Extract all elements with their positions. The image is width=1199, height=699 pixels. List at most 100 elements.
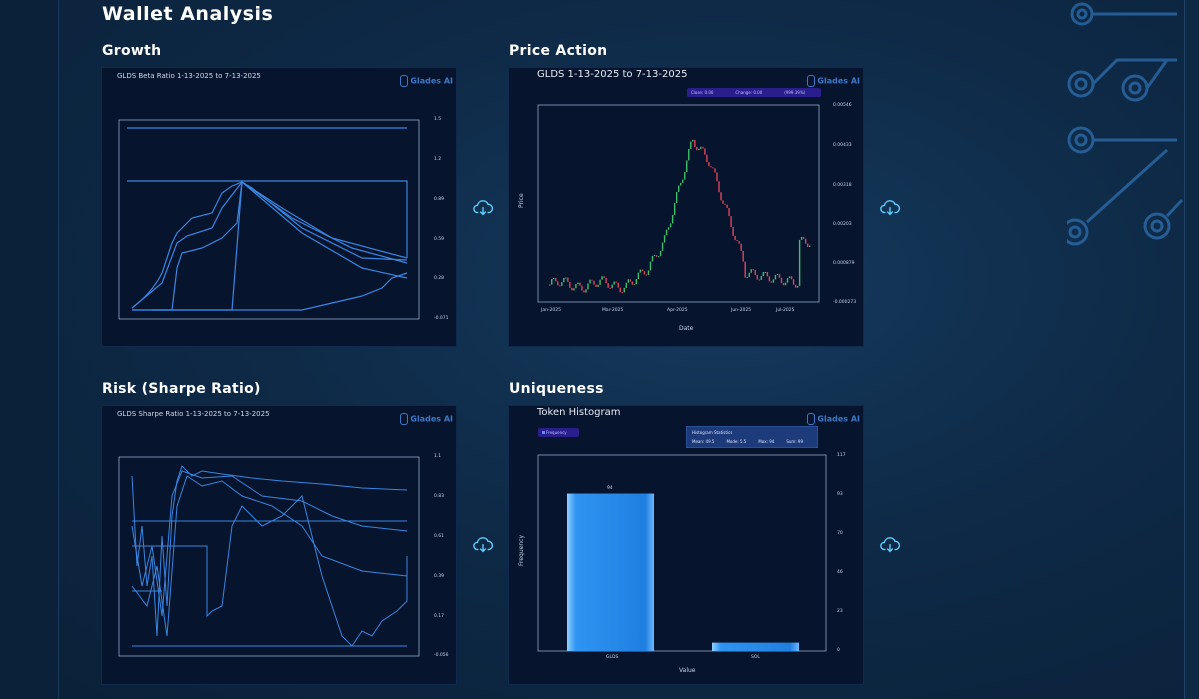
stat-mean: Mean: 49.5 [692,439,715,444]
candle [762,272,765,277]
candle [581,285,583,291]
candle [573,288,575,291]
candle [663,235,666,243]
candle [571,287,573,291]
candle [684,172,686,180]
growth-section-title: Growth [102,43,162,59]
candle [629,279,632,282]
candle [595,284,597,287]
price-chart-title: GLDS 1-13-2025 to 7-13-2025 [537,69,688,80]
candle [806,243,809,247]
candle [714,168,716,173]
candle [551,279,553,285]
cloud-download-icon[interactable] [472,534,494,556]
candle [728,207,730,217]
candle [764,271,767,273]
candle [593,280,595,285]
y-axis-label: Frequency [518,535,525,566]
candle [794,284,797,288]
candle [579,282,581,286]
legend-swatch [542,431,545,434]
glades-ai-logo: Glades AI [400,75,453,87]
histogram-legend: Frequency [538,428,579,437]
stats-title: Histogram Statistics [692,430,733,435]
candle [722,200,724,204]
candle [585,289,587,293]
candle [621,292,623,294]
candle [738,241,740,244]
candle [607,283,609,288]
candle [702,146,704,149]
candle [655,255,658,257]
y-tick-label: -0.071 [434,315,449,321]
candle [643,271,646,275]
growth-chart-title: GLDS Beta Ratio 1-13-2025 to 7-13-2025 [117,72,261,80]
x-tick-label: Jun-2025 [730,307,751,313]
candle [675,191,678,203]
cloud-download-icon[interactable] [472,197,494,219]
candle [611,284,613,289]
y-tick-label: 0.61 [434,533,444,539]
x-tick-label: Jul-2025 [775,307,795,313]
candle [549,284,551,286]
sharpe-line [132,495,408,647]
y-tick-label: 0 [837,647,840,653]
glades-ai-logo: Glades AI [807,413,860,425]
candle [774,275,777,280]
candle [754,270,756,275]
cloud-download-icon[interactable] [879,197,901,219]
y-tick-label: 46 [837,569,843,575]
legend-label: Frequency [546,430,567,435]
candle [635,279,638,285]
cloud-download-icon[interactable] [879,534,901,556]
candle [613,281,615,285]
left-sidebar-background [0,0,59,699]
candle [694,139,696,147]
sharpe-ratio-line-chart: 1.1 0.83 0.61 0.39 0.17 -0.056 [118,453,449,658]
candle [760,276,763,280]
x-tick-label: Mar-2025 [602,307,623,313]
x-axis-label: Date [679,325,694,332]
right-scroll-track[interactable] [1184,0,1199,699]
candle [647,270,650,275]
candle [649,261,652,271]
plot-frame [537,104,820,303]
stat-mode: Mode: 5.5 [726,439,747,444]
candle [730,216,732,227]
growth-line [132,180,408,311]
candle [734,235,736,241]
histogram-bar [567,493,654,651]
candle [740,243,742,251]
sharpe-line [131,475,408,637]
candle [688,148,690,161]
candle [671,214,674,224]
candle [597,284,599,287]
candle [577,282,579,285]
candle [619,287,621,293]
change-value: Change: 0.00 [735,90,763,95]
candle [710,166,712,168]
uniqueness-section-title: Uniqueness [509,381,604,397]
stat-max: Max: 94 [758,439,775,444]
y-axis-label: Price [518,193,525,208]
y-tick-label: 0.00433 [833,142,852,148]
candle [758,279,761,281]
candle [659,250,662,257]
candle [563,277,565,283]
y-tick-label: 1.1 [434,453,441,459]
candle [555,277,557,282]
x-tick-label: GLDS [606,654,618,660]
growth-chart-panel: GLDS Beta Ratio 1-13-2025 to 7-13-2025 G… [102,68,456,346]
candle [752,269,754,271]
candle [583,290,585,293]
price-action-section-title: Price Action [509,43,608,59]
candle [718,181,720,193]
candle [565,277,567,279]
candle [792,279,795,285]
y-tick-label: 0.17 [434,613,444,619]
growth-line [131,181,408,309]
histogram-title: Token Histogram [537,407,621,418]
candle [669,223,672,228]
candle [653,255,656,257]
candle [627,279,630,283]
